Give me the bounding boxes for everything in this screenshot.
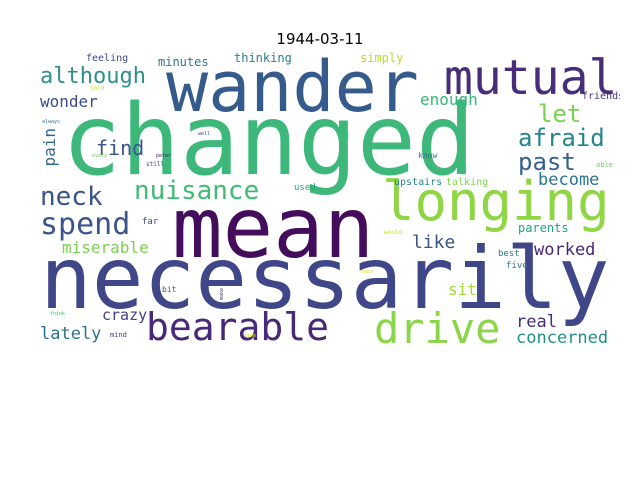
word-like: like [412,232,456,253]
word-minutes: minutes [158,55,209,69]
word-make: make [219,288,225,301]
word-still: still [146,161,165,168]
word-although: although [40,64,146,89]
word-friends: friends [582,91,620,102]
word-let: let [538,100,582,128]
word-peter: peter [156,153,172,159]
word-sit: sit [448,280,477,299]
word-find: find [96,136,145,160]
word-think: think [50,311,66,317]
word-become: become [538,170,600,190]
word-best: best [498,249,520,259]
word-mutual: mutual [444,52,618,106]
word-time: time [244,333,257,339]
word-neck: neck [40,182,103,212]
word-back: back [362,269,375,275]
word-well: well [198,131,211,137]
word-able: able [596,161,613,169]
word-miserable: miserable [62,238,149,257]
word-pain: pain [40,128,59,167]
word-spend: spend [40,207,131,242]
word-wonder: wonder [40,92,98,111]
word-drive: drive [374,304,501,352]
word-real: real [516,312,557,332]
word-parents: parents [518,221,569,235]
word-past: past [518,148,576,176]
word-simply: simply [360,52,404,65]
word-bit: bit [162,285,177,294]
word-know: know [418,151,438,160]
word-always: always [42,119,61,125]
word-afraid: afraid [518,124,605,152]
word-get: get [340,133,350,139]
word-mean: mean [172,179,375,277]
word-would: would [384,229,403,236]
word-every: every [92,153,108,159]
word-wander: wander [166,52,419,128]
word-lately: lately [40,324,102,344]
word-concerned: concerned [516,328,609,348]
word-necessarily: necessarily [40,229,610,329]
word-far: far [142,217,159,227]
word-feeling: feeling [86,53,129,64]
word-told: told [90,85,105,92]
word-cloud: changed necessarily mean wander mutual l… [40,52,620,352]
word-mind: mind [110,331,127,339]
word-crazy: crazy [102,306,148,324]
word-five: five [506,261,528,271]
word-worked: worked [534,240,596,260]
word-thinking: thinking [234,52,292,65]
word-talking: talking [446,177,489,188]
word-upstairs: upstairs [394,177,443,188]
word-bearable: bearable [146,305,330,349]
word-longing: longing [382,170,610,233]
page-title: 1944-03-11 [276,30,364,48]
word-nuisance: nuisance [134,176,260,206]
word-changed: changed [62,84,476,198]
word-enough: enough [420,90,478,109]
word-used: used [294,183,316,193]
